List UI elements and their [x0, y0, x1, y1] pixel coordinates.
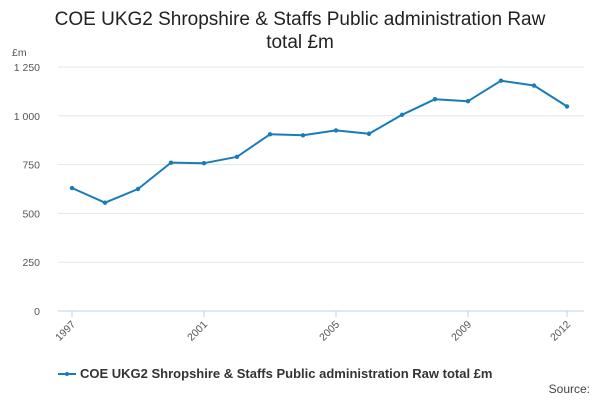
y-tick-label: 1 000 — [14, 111, 40, 123]
data-point — [267, 132, 273, 137]
data-point — [333, 128, 339, 133]
data-point — [201, 161, 207, 166]
y-axis-ticks: 0 250 500 750 1 000 1 250 — [14, 62, 40, 318]
y-tick-label: 750 — [22, 160, 40, 172]
x-tick-label: 2005 — [317, 319, 342, 344]
x-axis-ticks: 1997 2001 2005 2009 2012 — [53, 311, 573, 344]
y-axis-unit: £m — [12, 47, 27, 59]
gridlines — [58, 66, 584, 263]
data-point — [432, 97, 438, 102]
legend-swatch — [58, 369, 76, 379]
data-point — [564, 104, 570, 109]
x-tick-label: 2009 — [449, 319, 474, 344]
data-point — [300, 133, 306, 138]
chart-title: COE UKG2 Shropshire & Staffs Public admi… — [54, 9, 546, 53]
series-line — [71, 79, 568, 204]
data-point — [465, 98, 471, 104]
data-point — [531, 83, 537, 88]
x-tick-label: 1997 — [53, 319, 78, 344]
legend[interactable]: COE UKG2 Shropshire & Staffs Public admi… — [58, 366, 492, 381]
legend-marker — [65, 371, 69, 376]
x-tick-label: 2001 — [185, 319, 210, 344]
data-point — [135, 186, 141, 192]
data-point — [168, 160, 174, 165]
data-point — [399, 112, 405, 118]
series-group — [69, 78, 570, 205]
data-point — [234, 154, 240, 159]
data-point — [102, 200, 108, 205]
y-tick-label: 250 — [22, 257, 40, 269]
data-point — [498, 78, 504, 83]
y-tick-label: 500 — [22, 208, 40, 220]
data-point — [69, 185, 75, 191]
data-point — [366, 131, 372, 136]
x-tick-label: 2012 — [548, 319, 573, 344]
y-tick-label: 0 — [34, 306, 40, 318]
y-tick-label: 1 250 — [14, 62, 40, 74]
source-label: Source: — [548, 382, 590, 396]
legend-label: COE UKG2 Shropshire & Staffs Public admi… — [80, 366, 493, 381]
